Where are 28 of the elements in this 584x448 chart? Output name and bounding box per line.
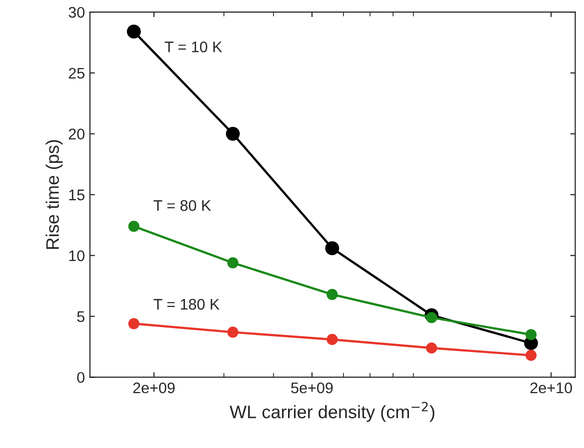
y-axis-title: Rise time (ps) bbox=[46, 140, 63, 249]
y-tick-label: 5 bbox=[77, 311, 84, 322]
point bbox=[325, 241, 340, 256]
point bbox=[126, 24, 141, 39]
x-tick-label: 2e+09 bbox=[133, 382, 175, 394]
x-axis-title: WL carrier density (cm$^{−2}$) bbox=[230, 402, 434, 422]
point bbox=[426, 312, 438, 324]
point bbox=[227, 326, 238, 338]
point bbox=[426, 342, 438, 354]
point bbox=[326, 334, 338, 346]
point bbox=[128, 318, 140, 330]
point bbox=[226, 126, 240, 141]
point bbox=[326, 288, 338, 300]
y-tick-label: 0 bbox=[77, 372, 84, 383]
y-tick-label: 10 bbox=[69, 250, 84, 262]
x-tick-label: 2e+10 bbox=[530, 382, 572, 394]
series-label: T = 180 K bbox=[154, 298, 220, 310]
series-label: T = 10 K bbox=[164, 42, 222, 52]
point bbox=[525, 350, 537, 361]
y-tick-label: 15 bbox=[69, 190, 84, 200]
point bbox=[128, 220, 140, 232]
point bbox=[227, 257, 238, 268]
y-tick-label: 20 bbox=[68, 128, 84, 140]
y-tick-label: 30 bbox=[68, 6, 84, 18]
y-tick-label: 25 bbox=[68, 68, 84, 79]
x-tick-label: 5e+09 bbox=[291, 382, 333, 394]
series-label: T = 80 K bbox=[154, 200, 212, 211]
point bbox=[525, 329, 537, 340]
